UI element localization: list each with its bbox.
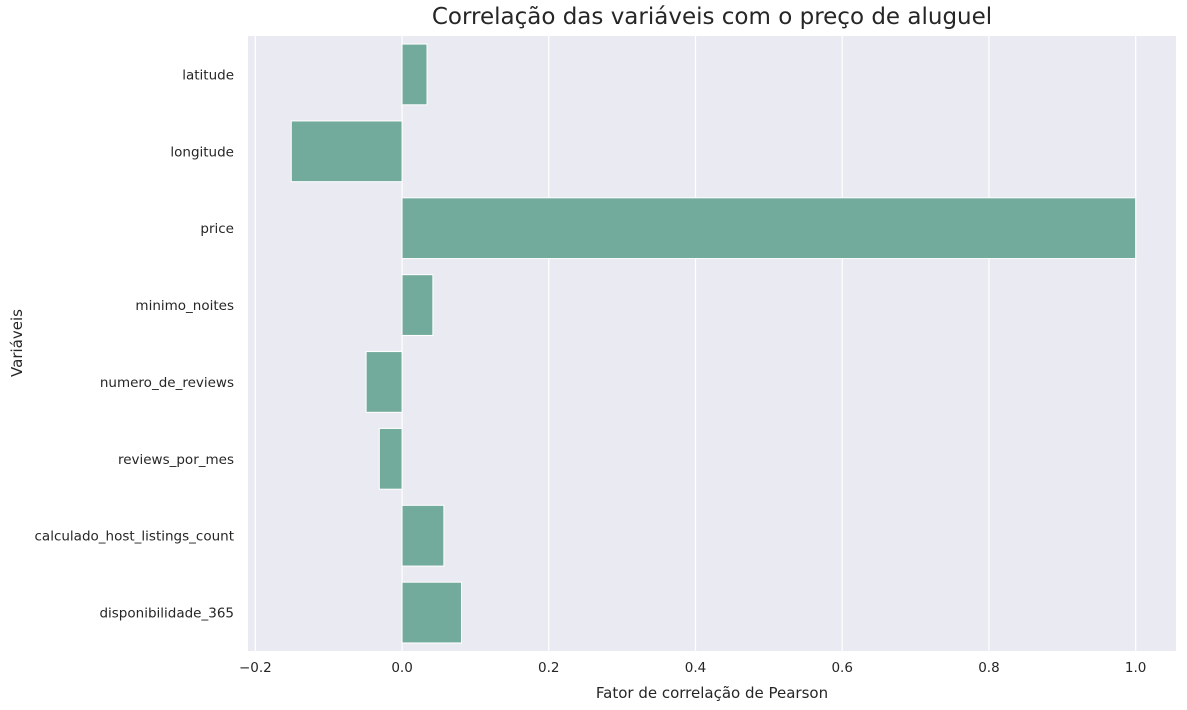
- x-tick-label: 0.8: [978, 660, 999, 676]
- x-axis-label: Fator de correlação de Pearson: [596, 684, 828, 702]
- y-tick-label: numero_de_reviews: [100, 375, 234, 391]
- bar-numero-de-reviews: [365, 351, 403, 413]
- x-tick-label: 0.0: [391, 660, 412, 676]
- y-tick-labels: latitude longitude price minimo_noitesnumer…: [35, 67, 235, 621]
- bar-longitude: [290, 120, 403, 183]
- x-tick-label: −0.2: [239, 660, 272, 676]
- grid-lines: [254, 36, 1137, 651]
- bar-calculado-host-listings-count: [401, 504, 445, 567]
- bar-minimo-noites: [401, 274, 434, 336]
- x-tick-labels: −0.2 0.0 0.2 0.4 0.6 0.8 1.0: [239, 660, 1146, 676]
- bar-reviews-por-mes: [378, 427, 403, 490]
- x-tick-label: 0.2: [538, 660, 559, 676]
- bar-price: [401, 197, 1137, 260]
- bar-disponibilidade-365: [401, 581, 462, 644]
- bars: [290, 43, 1137, 644]
- y-tick-label: reviews_por_mes: [118, 452, 234, 468]
- x-tick-label: 0.6: [831, 660, 852, 676]
- y-tick-label: longitude: [170, 144, 234, 160]
- x-tick-label: 0.4: [685, 660, 706, 676]
- y-tick-label: calculado_host_listings_count: [35, 529, 235, 545]
- y-tick-label: minimo_noites: [135, 298, 234, 314]
- x-tick-label: 1.0: [1125, 660, 1146, 676]
- y-tick-label: disponibilidade_365: [99, 606, 234, 622]
- chart-title: Correlação das variáveis com o preço de …: [431, 4, 993, 30]
- bar-latitude: [401, 43, 428, 106]
- y-axis-label: Variáveis: [8, 309, 26, 377]
- y-tick-label: latitude: [182, 67, 234, 83]
- y-tick-label: price: [200, 221, 234, 237]
